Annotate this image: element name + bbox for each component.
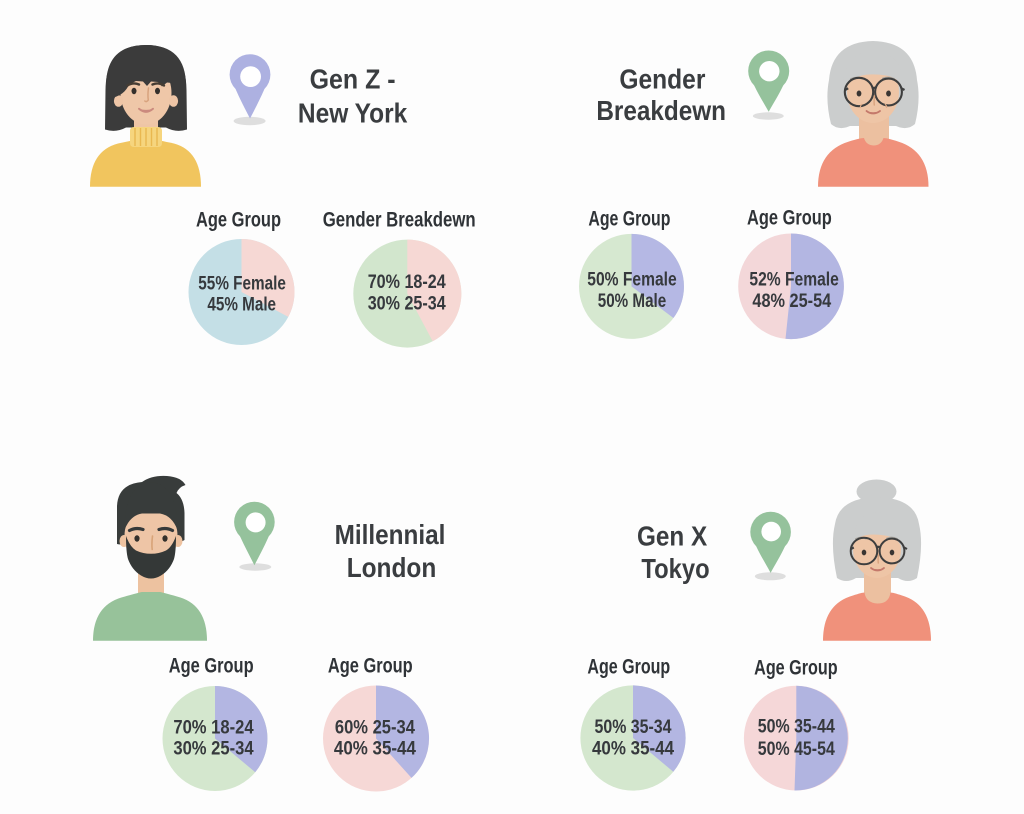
svg-text:60% 25-34: 60% 25-34 <box>335 717 415 738</box>
svg-text:London: London <box>347 552 437 583</box>
svg-text:Age Group: Age Group <box>169 655 254 678</box>
svg-text:Age Group: Age Group <box>588 208 670 231</box>
svg-text:50% Male: 50% Male <box>598 291 667 312</box>
svg-text:50% Female: 50% Female <box>587 270 676 291</box>
svg-text:50% 35-44: 50% 35-44 <box>758 717 835 738</box>
svg-text:Gender: Gender <box>619 64 705 95</box>
svg-text:Age Group: Age Group <box>196 209 281 232</box>
svg-text:Gen X: Gen X <box>637 521 707 552</box>
svg-text:Age Group: Age Group <box>754 657 838 680</box>
svg-text:Gender Breakdewn: Gender Breakdewn <box>323 209 476 232</box>
svg-text:70% 18-24: 70% 18-24 <box>368 272 446 293</box>
svg-text:Breakdewn: Breakdewn <box>596 95 726 126</box>
svg-text:70% 18-24: 70% 18-24 <box>173 717 254 738</box>
svg-text:50% 45-54: 50% 45-54 <box>758 739 835 760</box>
svg-text:30% 25-34: 30% 25-34 <box>173 739 254 760</box>
svg-text:Age Group: Age Group <box>328 655 413 678</box>
svg-text:Age Group: Age Group <box>587 656 670 679</box>
svg-text:Gen Z -: Gen Z - <box>310 64 396 95</box>
svg-text:Age Group: Age Group <box>747 207 832 230</box>
svg-text:40% 35-44: 40% 35-44 <box>592 738 674 759</box>
svg-text:New York: New York <box>298 97 408 128</box>
svg-text:52% Female: 52% Female <box>749 270 838 291</box>
svg-text:45% Male: 45% Male <box>207 295 276 316</box>
svg-text:Tokyo: Tokyo <box>641 553 709 584</box>
svg-text:40% 35-44: 40% 35-44 <box>334 739 416 760</box>
svg-text:48% 25-54: 48% 25-54 <box>752 291 831 312</box>
svg-text:Millennial: Millennial <box>335 519 446 550</box>
svg-text:55% Female: 55% Female <box>198 273 286 294</box>
svg-text:30% 25-34: 30% 25-34 <box>368 294 446 315</box>
svg-text:50% 35-34: 50% 35-34 <box>595 717 672 738</box>
